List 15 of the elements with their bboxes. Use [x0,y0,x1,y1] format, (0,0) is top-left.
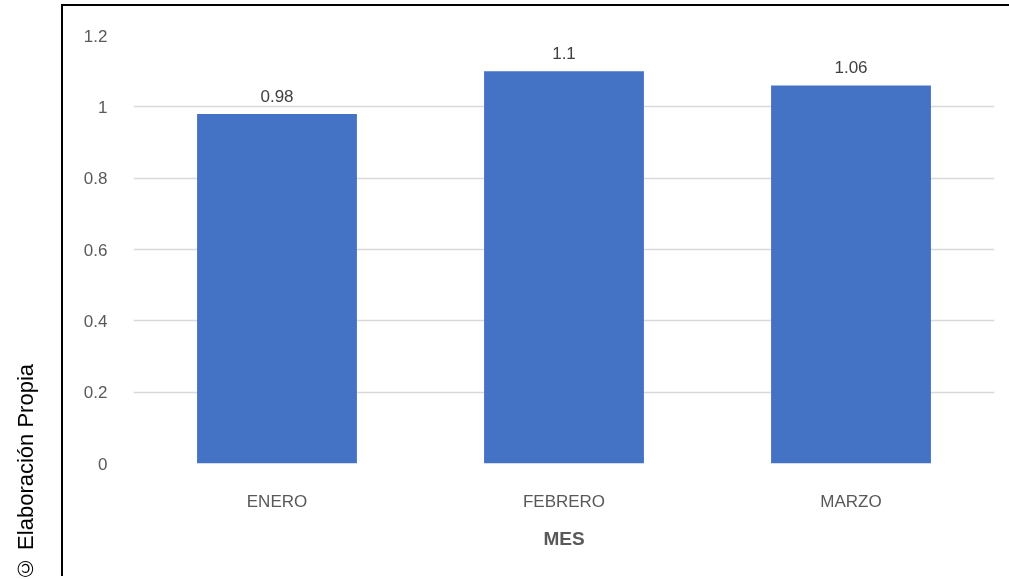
data-label: 1.1 [552,44,576,64]
x-tick-label: FEBRERO [522,491,606,511]
y-tick-label: 0.6 [83,240,108,260]
y-tick-label: 1 [98,97,108,117]
y-tick-label: 0.4 [83,311,108,331]
data-label: 0.98 [260,86,294,106]
text: © Elaboración Propia [13,363,38,579]
x-axis-title: MES [543,527,585,549]
x-tick-label: MARZO [820,491,882,511]
y-tick-label: 0.8 [83,169,108,189]
y-tick-label: 0.2 [83,383,108,403]
y-tick-label: 1.2 [83,26,108,46]
data-label: 1.06 [834,58,868,78]
x-tick-label: ENERO [246,491,308,511]
y-tick-label: 0 [98,454,108,474]
